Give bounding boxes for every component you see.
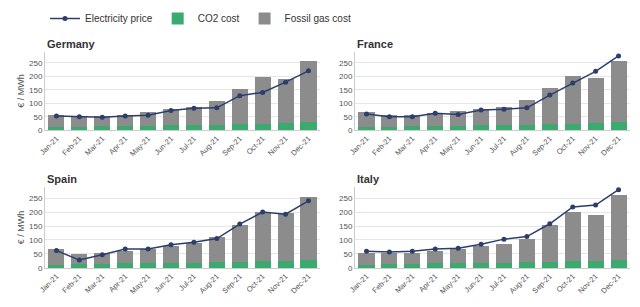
svg-text:150: 150: [29, 86, 43, 95]
svg-text:Jun-21: Jun-21: [463, 272, 486, 295]
svg-text:Mar-21: Mar-21: [83, 134, 106, 157]
svg-text:Sep-21: Sep-21: [530, 134, 553, 157]
svg-text:100: 100: [339, 99, 353, 108]
svg-text:Jan-21: Jan-21: [348, 272, 371, 295]
svg-text:Jun-21: Jun-21: [153, 272, 176, 295]
svg-text:250: 250: [29, 194, 43, 203]
svg-text:Apr-21: Apr-21: [107, 272, 129, 294]
svg-text:Jul-21: Jul-21: [177, 134, 198, 155]
svg-text:50: 50: [33, 250, 42, 259]
svg-text:Feb-21: Feb-21: [60, 134, 83, 157]
svg-text:50: 50: [344, 250, 353, 259]
svg-text:Apr-21: Apr-21: [417, 272, 439, 294]
svg-text:150: 150: [29, 222, 43, 231]
svg-text:Fossil gas cost: Fossil gas cost: [285, 13, 351, 24]
svg-text:€ / MWh: € / MWh: [16, 74, 26, 108]
svg-text:250: 250: [29, 59, 43, 68]
svg-text:100: 100: [29, 99, 43, 108]
svg-text:150: 150: [339, 86, 353, 95]
svg-text:May-21: May-21: [128, 134, 152, 158]
svg-text:Sep-21: Sep-21: [220, 272, 243, 295]
svg-text:Feb-21: Feb-21: [60, 272, 83, 295]
svg-text:May-21: May-21: [128, 272, 152, 296]
svg-text:May-21: May-21: [438, 272, 462, 296]
svg-text:Jan-21: Jan-21: [38, 272, 61, 295]
svg-text:100: 100: [29, 236, 43, 245]
svg-text:Apr-21: Apr-21: [417, 134, 439, 156]
svg-text:Jun-21: Jun-21: [463, 134, 486, 157]
svg-text:0: 0: [348, 264, 353, 273]
svg-text:Dec-21: Dec-21: [289, 134, 312, 157]
svg-text:May-21: May-21: [438, 134, 462, 158]
svg-text:Oct-21: Oct-21: [555, 134, 577, 156]
svg-text:Oct-21: Oct-21: [244, 272, 266, 294]
svg-text:50: 50: [344, 113, 353, 122]
svg-text:Nov-21: Nov-21: [576, 134, 599, 157]
svg-text:Germany: Germany: [47, 38, 96, 50]
svg-text:50: 50: [33, 113, 42, 122]
svg-text:Oct-21: Oct-21: [244, 134, 266, 156]
svg-text:Jul-21: Jul-21: [487, 272, 508, 293]
svg-text:Nov-21: Nov-21: [266, 134, 289, 157]
svg-text:Italy: Italy: [357, 173, 380, 185]
svg-text:200: 200: [29, 208, 43, 217]
svg-text:Feb-21: Feb-21: [370, 272, 393, 295]
svg-text:Dec-21: Dec-21: [289, 272, 312, 295]
svg-text:Feb-21: Feb-21: [370, 134, 393, 157]
svg-text:250: 250: [339, 194, 353, 203]
svg-text:Jul-21: Jul-21: [487, 134, 508, 155]
svg-text:Oct-21: Oct-21: [555, 272, 577, 294]
svg-text:Sep-21: Sep-21: [220, 134, 243, 157]
svg-text:Sep-21: Sep-21: [530, 272, 553, 295]
svg-text:100: 100: [339, 236, 353, 245]
svg-text:Electricity price: Electricity price: [85, 13, 153, 24]
svg-text:0: 0: [38, 264, 43, 273]
svg-text:Mar-21: Mar-21: [83, 272, 106, 295]
svg-text:CO2 cost: CO2 cost: [198, 13, 240, 24]
svg-text:€ / MWh: € / MWh: [16, 211, 26, 245]
svg-text:200: 200: [339, 72, 353, 81]
svg-text:Aug-21: Aug-21: [197, 134, 220, 157]
svg-text:Jan-21: Jan-21: [38, 134, 61, 157]
svg-text:Jan-21: Jan-21: [348, 134, 371, 157]
svg-text:Mar-21: Mar-21: [393, 134, 416, 157]
svg-text:200: 200: [339, 208, 353, 217]
svg-text:Aug-21: Aug-21: [197, 272, 220, 295]
svg-text:250: 250: [339, 59, 353, 68]
svg-text:Nov-21: Nov-21: [576, 272, 599, 295]
svg-text:Mar-21: Mar-21: [393, 272, 416, 295]
svg-text:Apr-21: Apr-21: [107, 134, 129, 156]
svg-text:Spain: Spain: [47, 173, 77, 185]
svg-text:Jul-21: Jul-21: [177, 272, 198, 293]
svg-text:Dec-21: Dec-21: [599, 134, 622, 157]
svg-text:Dec-21: Dec-21: [599, 272, 622, 295]
svg-text:Aug-21: Aug-21: [507, 134, 530, 157]
svg-text:Nov-21: Nov-21: [266, 272, 289, 295]
svg-text:200: 200: [29, 72, 43, 81]
svg-text:France: France: [357, 38, 393, 50]
svg-text:0: 0: [348, 126, 353, 135]
svg-text:Jun-21: Jun-21: [153, 134, 176, 157]
svg-text:150: 150: [339, 222, 353, 231]
svg-text:0: 0: [38, 126, 43, 135]
svg-text:Aug-21: Aug-21: [507, 272, 530, 295]
